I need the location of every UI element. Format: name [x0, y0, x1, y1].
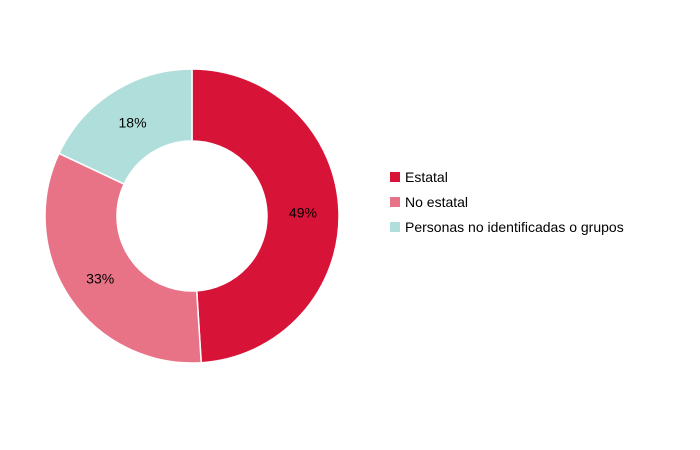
legend-swatch-no-estatal — [390, 196, 400, 207]
data-label-estatal: 49% — [289, 205, 317, 221]
legend-item-personas: Personas no identificadas o grupos — [390, 214, 624, 239]
legend-item-no-estatal: No estatal — [390, 189, 624, 214]
chart-legend: Estatal No estatal Personas no identific… — [390, 164, 624, 239]
donut-data-labels: 49% 33% 18% — [86, 114, 317, 286]
donut-slice-personas — [57, 68, 193, 186]
data-label-personas: 18% — [119, 114, 147, 130]
donut-slices — [44, 68, 340, 364]
legend-swatch-personas — [390, 221, 400, 232]
legend-label-personas: Personas no identificadas o grupos — [405, 218, 624, 235]
legend-label-no-estatal: No estatal — [405, 193, 469, 210]
legend-label-estatal: Estatal — [405, 168, 448, 185]
donut-slice-estatal — [191, 68, 340, 364]
legend-swatch-estatal — [390, 171, 400, 182]
data-label-no-estatal: 33% — [86, 270, 114, 286]
legend-item-estatal: Estatal — [390, 164, 624, 189]
donut-slice-no-estatal — [44, 152, 203, 364]
